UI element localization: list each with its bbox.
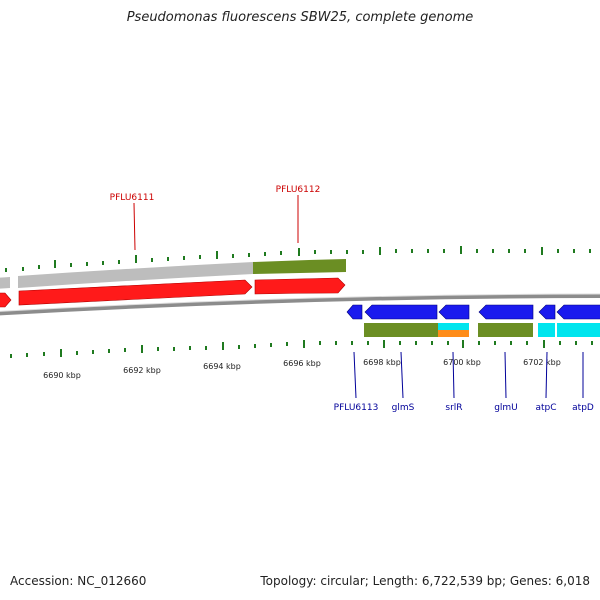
reverse-gene-arrow[interactable] (538, 304, 556, 320)
reverse-gene-arrow[interactable] (556, 304, 600, 320)
gene-label-srlr[interactable]: srlR (445, 403, 462, 413)
forward-gene-arrow[interactable] (18, 279, 253, 306)
upper-gc-ticks (5, 246, 591, 272)
scale-label: 6694 kbp (203, 362, 241, 371)
reverse-gene-arrow[interactable] (478, 304, 534, 320)
scale-label: 6696 kbp (283, 359, 321, 368)
reverse-genes (346, 304, 600, 320)
gene-label-pflu6112[interactable]: PFLU6112 (276, 185, 321, 195)
reverse-gene-arrow[interactable] (364, 304, 438, 320)
scale-label: 6690 kbp (43, 371, 81, 380)
scale-label: 6698 kbp (363, 358, 401, 367)
scale-label: 6702 kbp (523, 358, 561, 367)
scale-labels: 6690 kbp 6692 kbp 6694 kbp 6696 kbp 6698… (43, 358, 561, 380)
forward-gene-arrow[interactable] (0, 292, 12, 308)
gene-label-atpc[interactable]: atpC (535, 403, 556, 413)
genome-title: Pseudomonas fluorescens SBW25, complete … (126, 10, 474, 25)
gene-label-atpd[interactable]: atpD (572, 403, 594, 413)
genome-backbone (0, 294, 600, 316)
scale-label: 6700 kbp (443, 358, 481, 367)
reverse-gene-arrow[interactable] (438, 304, 470, 320)
forward-cog-band (0, 259, 346, 289)
reverse-gene-labels: PFLU6113 glmS srlR glmU atpC atpD (334, 403, 594, 413)
reverse-gene-arrow[interactable] (346, 304, 363, 320)
gene-label-glms[interactable]: glmS (392, 403, 415, 413)
accession-label: Accession: NC_012660 (10, 574, 147, 588)
lower-gc-ticks (10, 340, 593, 358)
forward-gene-callouts: PFLU6111 PFLU6112 (110, 185, 321, 251)
scale-label: 6692 kbp (123, 366, 161, 375)
gene-label-pflu6113[interactable]: PFLU6113 (334, 403, 379, 413)
forward-gene-arrow[interactable] (254, 277, 346, 295)
genome-summary: Topology: circular; Length: 6,722,539 bp… (260, 574, 590, 588)
gene-label-glmu[interactable]: glmU (494, 403, 518, 413)
reverse-cog-band (364, 323, 600, 337)
forward-genes (0, 277, 346, 308)
reverse-gene-callouts (353, 351, 584, 399)
gene-label-pflu6111[interactable]: PFLU6111 (110, 193, 155, 203)
